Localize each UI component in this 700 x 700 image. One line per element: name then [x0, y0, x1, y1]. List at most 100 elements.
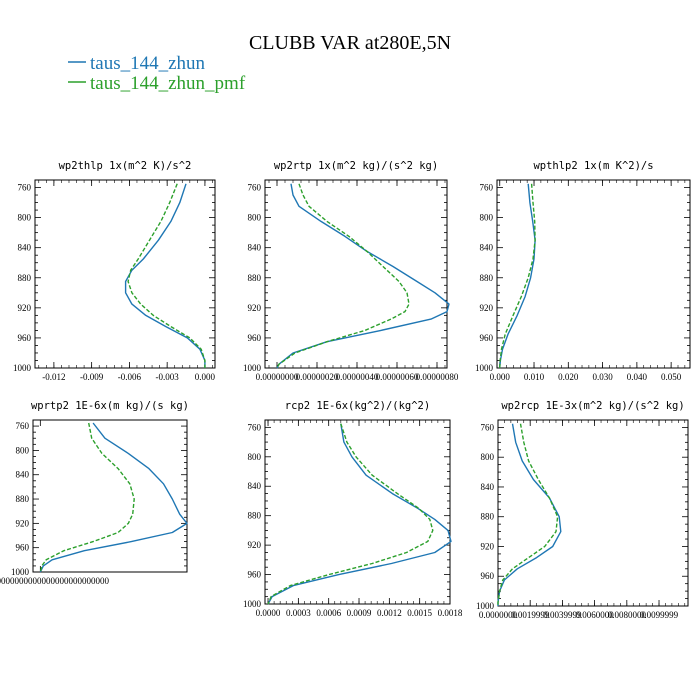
y-tick-label: 800 [480, 213, 494, 223]
x-tick-label: 0.0006 [316, 608, 341, 618]
y-tick-label: 960 [248, 570, 262, 580]
y-tick-label: 920 [18, 303, 32, 313]
x-tick-label: -0.003 [156, 372, 180, 382]
legend-label-zhun-pmf: taus_144_zhun_pmf [90, 73, 246, 94]
x-tick-label: 0.050 [661, 372, 682, 382]
y-tick-label: 920 [16, 518, 30, 528]
panel-title: wpthlp2 1x(m K^2)/s [533, 160, 653, 172]
y-tick-label: 920 [481, 541, 495, 551]
x-tick-label: 0.00000020 [296, 372, 339, 382]
x-tick-label: 0.0000000 [479, 610, 518, 620]
x-tick-label: 0.040 [627, 372, 648, 382]
x-tick-label: 0.00000060 [376, 372, 419, 382]
panel-frame [264, 419, 451, 605]
panel-2: wp2rtp 1x(m^2 kg)/(s^2 kg) 760 800 840 880 92… [243, 160, 459, 382]
series-line-zhun-pmf [276, 183, 410, 369]
y-tick-label: 960 [18, 333, 32, 343]
y-tick-label: 920 [480, 303, 494, 313]
panel-frame [496, 179, 691, 369]
x-tick-label: -0.006 [118, 372, 142, 382]
x-tick-label: 0.0099999 [640, 610, 679, 620]
y-tick-label: 960 [16, 543, 30, 553]
y-tick-label: 760 [481, 422, 495, 432]
y-tick-label: 840 [248, 243, 262, 253]
panel-title: wp2rcp 1E-3x(m^2 kg)/(s^2 kg) [501, 400, 684, 412]
x-tick-label: 0.030 [592, 372, 613, 382]
y-tick-label: 1000 [476, 601, 495, 611]
panel-title: wp2thlp 1x(m^2 K)/s^2 [59, 160, 192, 172]
y-tick-label: 960 [480, 333, 494, 343]
x-tick-label: 0.0012 [377, 608, 402, 618]
x-tick-label: 0.0019999 [511, 610, 550, 620]
y-tick-label: 1000 [243, 599, 262, 609]
y-tick-label: 840 [248, 481, 262, 491]
y-tick-label: 800 [248, 213, 262, 223]
x-tick-label: 0.0009 [347, 608, 372, 618]
panel-3: wpthlp2 1x(m K^2)/s 760 800 840 880 920 960 100… [475, 160, 691, 382]
y-tick-label: 960 [481, 571, 495, 581]
x-tick-label: 0.00000080 [416, 372, 459, 382]
x-tick-label: -0.012 [42, 372, 65, 382]
panel-1: wp2thlp 1x(m^2 K)/s^2 760 800 840 880 920 960 1… [13, 160, 216, 382]
y-tick-label: 880 [481, 512, 495, 522]
series-line-zhun-pmf [499, 183, 536, 369]
x-tick-label: 0.010 [524, 372, 545, 382]
figure-title: CLUBB VAR at280E,5N [249, 32, 451, 54]
y-tick-label: 760 [18, 183, 32, 193]
x-tick-label: 0.000 [490, 372, 511, 382]
x-tick-label: 0.000 [195, 372, 216, 382]
y-tick-label: 840 [480, 243, 494, 253]
y-tick-label: 840 [16, 470, 30, 480]
panel-frame [264, 179, 448, 369]
y-tick-label: 880 [480, 273, 494, 283]
x-tick-label: 0.0003 [286, 608, 311, 618]
y-tick-label: 1000 [475, 363, 494, 373]
panel-6: wp2rcp 1E-3x(m^2 kg)/(s^2 kg) 760 800 840 88… [476, 400, 689, 620]
panel-frame [497, 419, 689, 607]
y-tick-label: 960 [248, 333, 262, 343]
y-tick-label: 840 [18, 243, 32, 253]
y-tick-label: 760 [248, 422, 262, 432]
x-tick-label: 0.00000040 [336, 372, 379, 382]
panel-title: wp2rtp 1x(m^2 kg)/(s^2 kg) [274, 160, 438, 172]
x-tick-label: -0.009 [80, 372, 104, 382]
x-tick-label: 0.0015 [407, 608, 432, 618]
x-tick-label: 0.0080000 [608, 610, 647, 620]
y-tick-label: 800 [481, 452, 495, 462]
x-tick-label: 0.020 [558, 372, 579, 382]
series-line-zhun [124, 183, 206, 368]
y-tick-label: 920 [248, 303, 262, 313]
y-tick-label: 920 [248, 540, 262, 550]
panel-4: wprtp2 1E-6x(m kg)/(s kg)760 800 840 880 920… [0, 400, 189, 586]
y-tick-label: 1000 [243, 363, 262, 373]
panel-frame [32, 419, 188, 573]
y-tick-label: 840 [481, 482, 495, 492]
panel-title: rcp2 1E-6x(kg^2)/(kg^2) [285, 400, 430, 412]
x-tick-label: 0.00000000 [256, 372, 299, 382]
y-tick-label: 760 [16, 421, 30, 431]
series-line-zhun-pmf [267, 423, 434, 605]
panel-5: rcp2 1E-6x(kg^2)/(kg^2) 760 800 840 880 920 96… [243, 400, 463, 618]
series-line-zhun [267, 423, 452, 605]
series-line-zhun [499, 183, 536, 369]
series-line-zhun [276, 183, 450, 369]
legend-label-zhun: taus_144_zhun [90, 53, 206, 74]
y-tick-label: 760 [248, 183, 262, 193]
x-tick-label: 0.0018 [438, 608, 463, 618]
panel-title: wprtp2 1E-6x(m kg)/(s kg) [31, 400, 189, 412]
series-line-zhun-pmf [127, 183, 206, 368]
panel-frame [34, 179, 216, 369]
y-tick-label: 1000 [11, 567, 30, 577]
y-tick-label: 800 [248, 452, 262, 462]
y-tick-label: 800 [18, 213, 32, 223]
figure-legend: taus_144_zhun taus_144_zhun_pmf [68, 53, 246, 94]
panel-grid: wp2thlp 1x(m^2 K)/s^2 760 800 840 880 920 960 1… [0, 160, 691, 620]
y-tick-label: 880 [248, 511, 262, 521]
series-line-zhun-pmf [39, 422, 135, 573]
y-tick-label: 880 [18, 273, 32, 283]
x-tick-label: 0.0060000 [575, 610, 614, 620]
y-tick-label: 1000 [13, 363, 32, 373]
series-line-zhun-pmf [497, 423, 559, 606]
y-tick-label: 760 [480, 183, 494, 193]
